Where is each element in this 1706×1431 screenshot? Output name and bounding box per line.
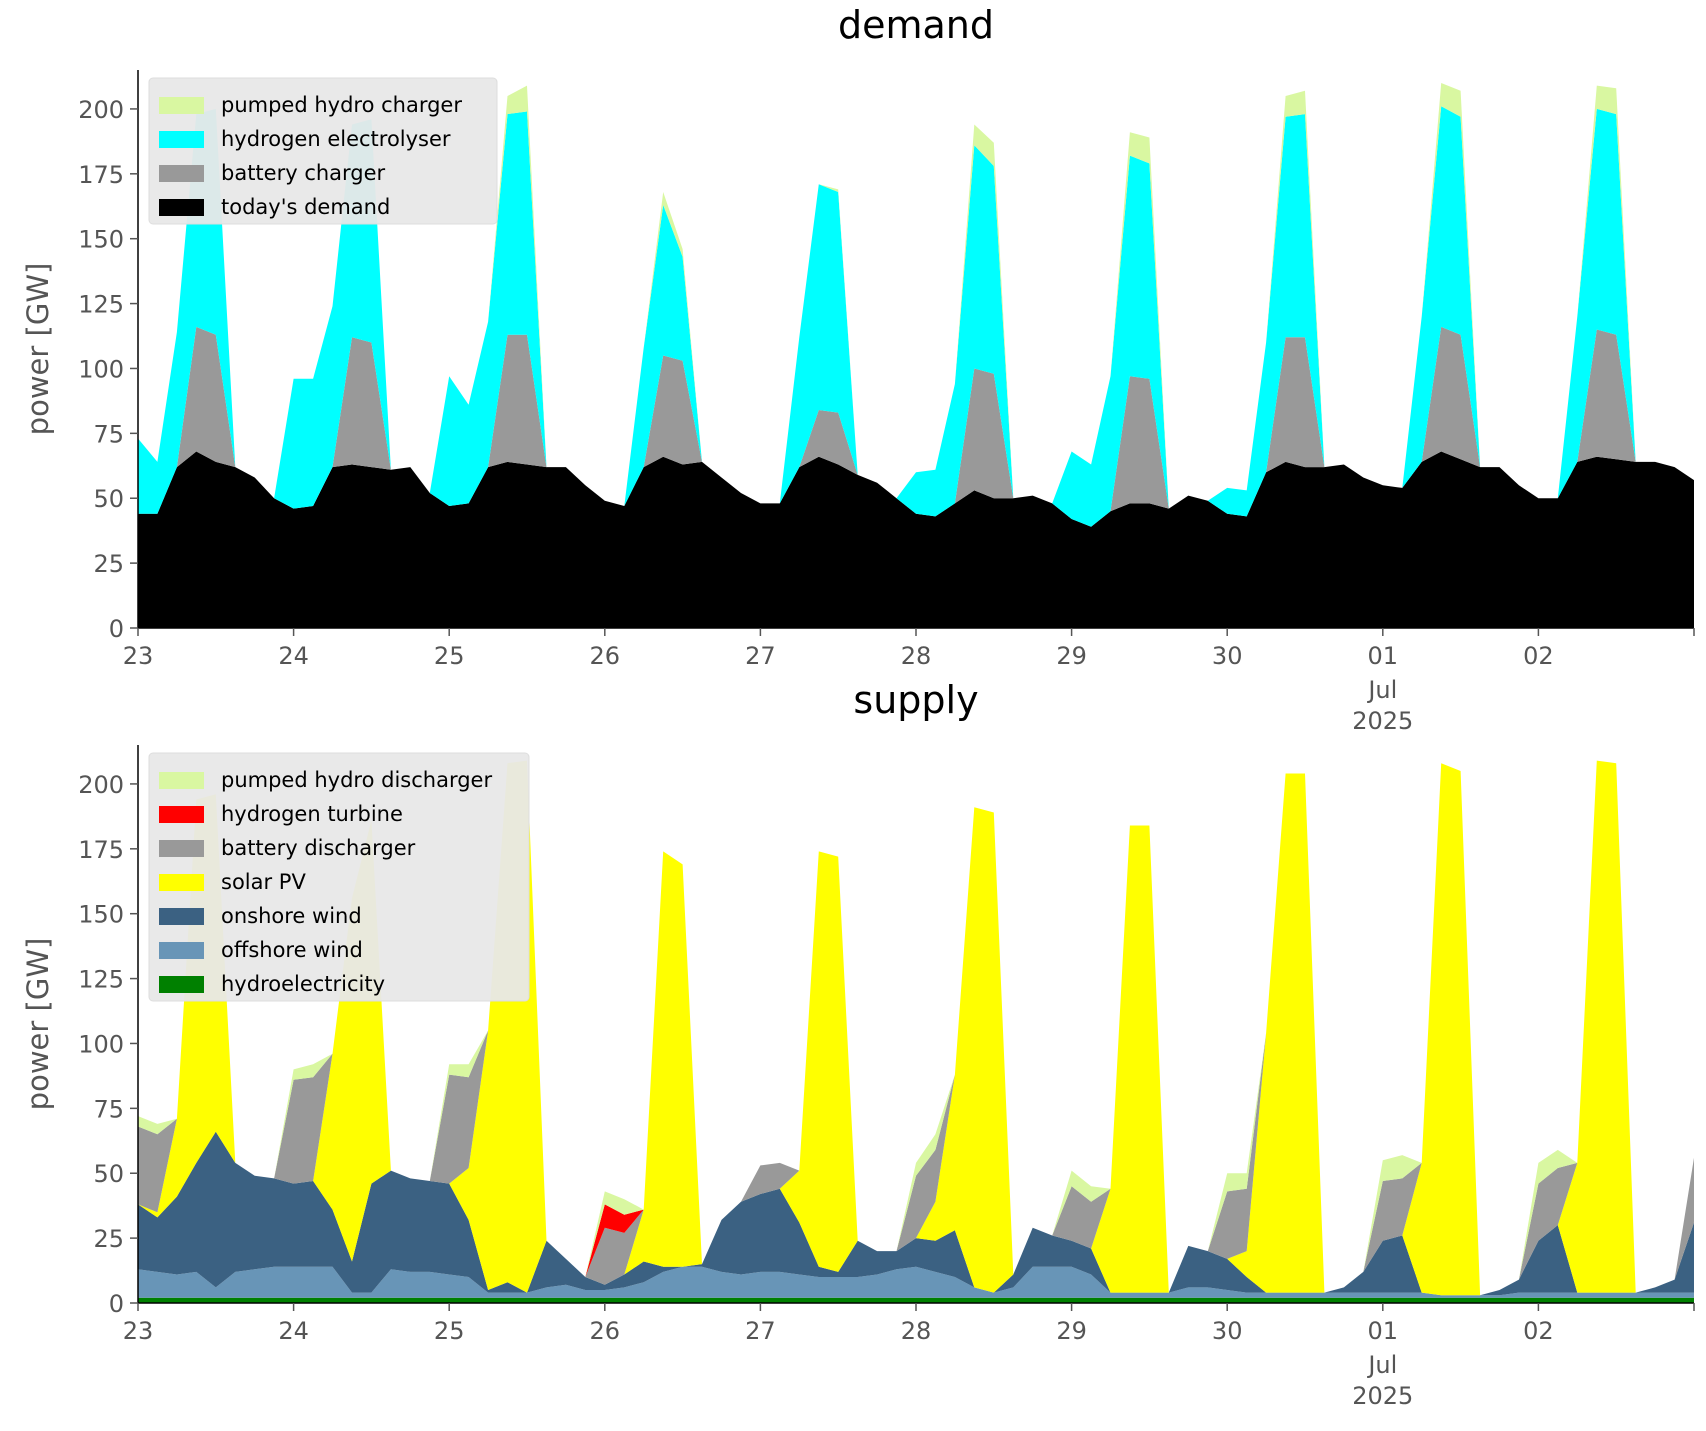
chart-title: demand	[838, 3, 994, 47]
y-tick-label: 100	[78, 355, 124, 383]
x-tick-label: 23	[123, 642, 154, 670]
y-tick-label: 50	[93, 485, 124, 513]
legend-label: hydrogen electrolyser	[221, 127, 451, 151]
x-tick-sublabel: Jul	[1366, 676, 1397, 704]
supply-panel: supply power [GW] 0 25 50 75 100 125 150 175 200 23…	[21, 678, 1695, 1410]
area-hydroelectricity	[138, 1297, 1694, 1303]
x-tick-label: 30	[1212, 1317, 1243, 1345]
legend-label: hydroelectricity	[221, 972, 385, 996]
chart-title: supply	[853, 678, 978, 722]
x-tick-label: 25	[434, 642, 465, 670]
legend-label: hydrogen turbine	[221, 802, 403, 826]
legend-swatch-hydrogen-electrolyser	[159, 131, 204, 148]
legend-box	[148, 77, 498, 225]
x-tick-label: 30	[1212, 642, 1243, 670]
y-tick-label: 50	[93, 1160, 124, 1188]
y-tick-label: 25	[93, 550, 124, 578]
area-battery-discharger	[138, 760, 1694, 1296]
legend-box	[148, 752, 530, 1002]
y-tick-label: 75	[93, 1095, 124, 1123]
x-tick-label: 25	[434, 1317, 465, 1345]
x-tick-label: 01	[1368, 642, 1399, 670]
x-tick-label: 27	[745, 642, 776, 670]
legend-swatch-onshore-wind	[159, 908, 204, 925]
x-tick-label: 24	[278, 1317, 309, 1345]
area-offshore-wind	[138, 1266, 1694, 1298]
y-tick-label: 175	[78, 161, 124, 189]
x-tick-label: 23	[123, 1317, 154, 1345]
x-tick-sublabel: 2025	[1352, 1382, 1413, 1410]
legend-label: pumped hydro discharger	[221, 768, 492, 792]
y-tick-label: 200	[78, 96, 124, 124]
area-onshore-wind	[138, 1131, 1694, 1296]
x-tick-sublabel: 2025	[1352, 707, 1413, 735]
y-tick-label: 100	[78, 1030, 124, 1058]
legend-swatch-battery-charger	[159, 165, 204, 182]
legend-swatch-pumped-hydro-charger	[159, 97, 204, 114]
legend-label: pumped hydro charger	[221, 93, 462, 117]
y-tick-label: 0	[109, 615, 124, 643]
x-tick-label: 28	[901, 1317, 932, 1345]
y-tick-label: 175	[78, 836, 124, 864]
demand-panel: demand power [GW] 0 25 50 75 100 125 150 175 200 23…	[21, 3, 1695, 735]
y-tick-label: 150	[78, 901, 124, 929]
legend-label: battery charger	[221, 161, 386, 185]
legend-label: offshore wind	[221, 938, 363, 962]
x-tick-sublabel: Jul	[1366, 1351, 1397, 1379]
y-tick-label: 125	[78, 291, 124, 319]
area-hydrogen-electrolyser	[138, 106, 1694, 527]
x-tick-label: 28	[901, 642, 932, 670]
x-tick-label: 02	[1523, 642, 1554, 670]
legend: pumped hydro discharger hydrogen turbine b…	[148, 752, 530, 1002]
y-tick-label: 125	[78, 966, 124, 994]
legend-swatch-battery-discharger	[159, 840, 204, 857]
legend-swatch-solar-pv	[159, 874, 204, 891]
y-axis-label: power [GW]	[21, 263, 55, 436]
y-tick-label: 200	[78, 771, 124, 799]
y-tick-label: 25	[93, 1225, 124, 1253]
legend-label: onshore wind	[221, 904, 362, 928]
x-tick-label: 29	[1056, 1317, 1087, 1345]
x-tick-label: 01	[1368, 1317, 1399, 1345]
x-tick-label: 27	[745, 1317, 776, 1345]
legend-label: battery discharger	[221, 836, 416, 860]
y-tick-label: 150	[78, 226, 124, 254]
x-tick-label: 24	[278, 642, 309, 670]
legend-swatch-hydroelectricity	[159, 976, 204, 993]
legend-swatch-hydrogen-turbine	[159, 806, 204, 823]
y-tick-label: 0	[109, 1290, 124, 1318]
legend-swatch-offshore-wind	[159, 942, 204, 959]
legend-swatch-pumped-hydro-discharger	[159, 772, 204, 789]
area-today-s-demand	[138, 451, 1694, 628]
area-battery-charger	[138, 326, 1694, 527]
x-tick-label: 26	[590, 1317, 621, 1345]
legend-swatch-today-s-demand	[159, 199, 204, 216]
x-tick-label: 26	[590, 642, 621, 670]
legend-label: today's demand	[221, 195, 390, 219]
legend-label: solar PV	[221, 870, 306, 894]
y-tick-label: 75	[93, 420, 124, 448]
x-tick-label: 02	[1523, 1317, 1554, 1345]
y-axis-label: power [GW]	[21, 938, 55, 1111]
x-tick-label: 29	[1056, 642, 1087, 670]
legend: pumped hydro charger hydrogen electrolyse…	[148, 77, 498, 225]
